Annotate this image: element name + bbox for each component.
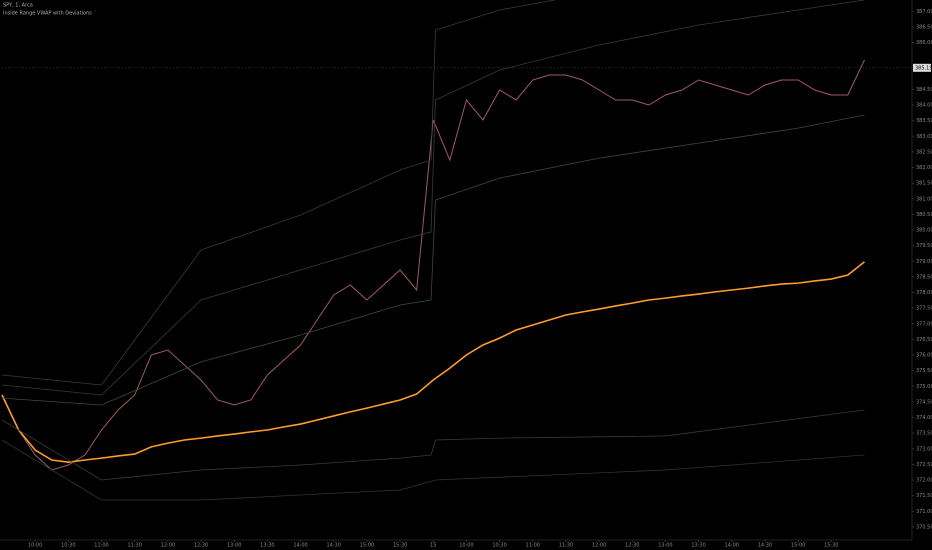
- x-tick-label: 13:30: [260, 543, 274, 549]
- y-tick-label: 376.00: [916, 353, 932, 359]
- y-tick-label: 376.50: [916, 337, 932, 343]
- x-tick-label: 10:30: [492, 543, 506, 549]
- y-tick-label: 375.50: [916, 368, 932, 374]
- x-tick-label: 13:00: [227, 543, 241, 549]
- y-tick-label: 375.00: [916, 384, 932, 390]
- x-tick-label: 11:30: [559, 543, 573, 549]
- y-tick-label: 374.00: [916, 415, 932, 421]
- y-tick-label: 386.00: [916, 40, 932, 46]
- series-line: [1, 261, 865, 463]
- x-tick-label: 14:30: [758, 543, 772, 549]
- y-tick-label: 382.50: [916, 149, 932, 155]
- y-tick-label: 370.50: [916, 524, 932, 530]
- x-tick-label: 15: [430, 543, 436, 549]
- y-tick-label: 384.00: [916, 103, 932, 109]
- y-tick-label: 372.50: [916, 462, 932, 468]
- x-tick-label: 14:30: [327, 543, 341, 549]
- y-tick-label: 381.50: [916, 181, 932, 187]
- x-tick-label: 11:30: [127, 543, 141, 549]
- x-tick-label: 15:00: [360, 543, 374, 549]
- y-tick-label: 371.50: [916, 493, 932, 499]
- x-tick-label: 11:00: [526, 543, 540, 549]
- y-tick-label: 380.50: [916, 212, 932, 218]
- x-tick-label: 10:30: [61, 543, 75, 549]
- y-tick-label: 383.00: [916, 134, 932, 140]
- y-tick-label: 377.50: [916, 306, 932, 312]
- y-tick-label: 383.50: [916, 118, 932, 124]
- y-tick-label: 373.50: [916, 431, 932, 437]
- y-tick-label: 382.00: [916, 165, 932, 171]
- x-tick-label: 15:30: [824, 543, 838, 549]
- chart-subtitle: Inside Range VWAP with Deviations: [3, 11, 92, 17]
- y-tick-label: 380.00: [916, 228, 932, 234]
- x-tick-label: 14:00: [293, 543, 307, 549]
- series-line: [1, 409, 865, 481]
- x-tick-label: 12:30: [625, 543, 639, 549]
- y-tick-label: 379.50: [916, 243, 932, 249]
- last-price-label: 385.19: [915, 65, 932, 71]
- y-tick-label: 387.00: [916, 9, 932, 15]
- y-tick-label: 377.00: [916, 321, 932, 327]
- y-tick-label: 386.50: [916, 24, 932, 30]
- y-tick-label: 374.50: [916, 399, 932, 405]
- last-price-box: [913, 63, 931, 72]
- y-tick-label: 371.00: [916, 509, 932, 515]
- y-tick-label: 381.00: [916, 196, 932, 202]
- x-tick-label: 12:00: [592, 543, 606, 549]
- x-tick-label: 15:30: [393, 543, 407, 549]
- x-tick-label: 10:00: [28, 543, 42, 549]
- x-tick-label: 12:00: [161, 543, 175, 549]
- x-tick-label: 13:00: [658, 543, 672, 549]
- x-tick-label: 14:00: [725, 543, 739, 549]
- x-tick-label: 11:00: [94, 543, 108, 549]
- y-tick-label: 372.00: [916, 478, 932, 484]
- y-tick-label: 378.50: [916, 274, 932, 280]
- y-tick-label: 379.00: [916, 259, 932, 265]
- y-tick-label: 378.00: [916, 290, 932, 296]
- series-line: [1, 114, 865, 406]
- y-tick-label: 384.50: [916, 87, 932, 93]
- x-tick-label: 15:00: [791, 543, 805, 549]
- series-line: [1, 0, 865, 396]
- chart-title: SPY, 1, Arca: [3, 3, 33, 9]
- y-tick-label: 373.00: [916, 446, 932, 452]
- x-tick-label: 12:30: [194, 543, 208, 549]
- x-tick-label: 13:30: [691, 543, 705, 549]
- series-line: [1, 59, 865, 471]
- series-line: [1, 439, 865, 501]
- series-line: [1, 0, 555, 386]
- x-tick-label: 10:00: [459, 543, 473, 549]
